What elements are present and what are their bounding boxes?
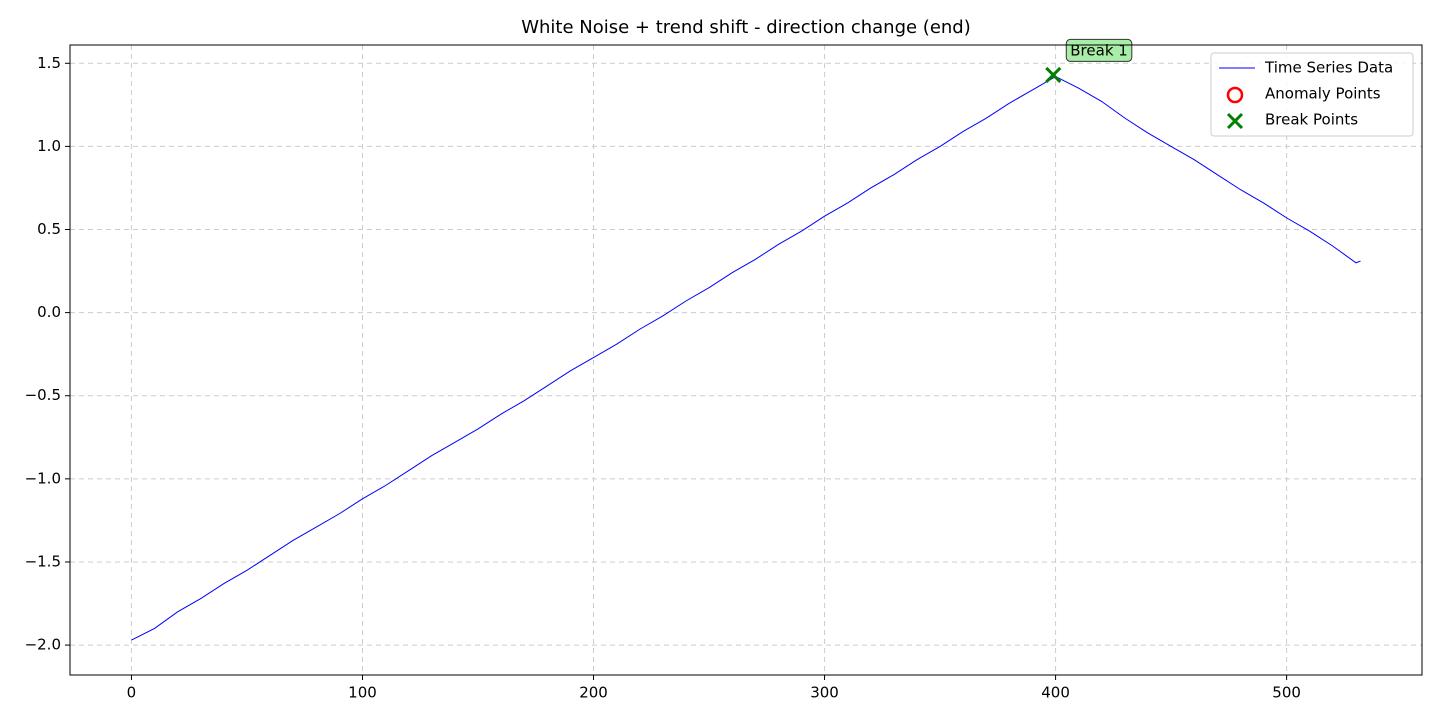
- y-tick-label: 0.0: [37, 303, 61, 321]
- break-point: [1045, 66, 1062, 83]
- legend-label: Anomaly Points: [1265, 85, 1381, 103]
- cross: [1226, 112, 1244, 130]
- x-tick-label: 0: [127, 684, 137, 702]
- y-tick-label: −2.0: [25, 636, 61, 654]
- y-tick-label: −0.5: [25, 386, 61, 404]
- x-tick-label: 300: [810, 684, 839, 702]
- legend-label: Time Series Data: [1264, 59, 1393, 77]
- legend-label: Break Points: [1265, 111, 1358, 129]
- x-tick-label: 100: [348, 684, 377, 702]
- y-tick-label: −1.0: [25, 469, 61, 487]
- y-tick-label: 1.0: [37, 137, 61, 155]
- y-tick-label: 1.5: [37, 54, 61, 72]
- y-tick-label: 0.5: [37, 220, 61, 238]
- legend-box: [1210, 52, 1414, 137]
- legend-marker: [1226, 86, 1244, 104]
- chart-title: White Noise + trend shift - direction ch…: [521, 17, 971, 38]
- cross: [1045, 66, 1062, 83]
- plot-frame: [69, 44, 1423, 676]
- x-tick-label: 200: [579, 684, 608, 702]
- y-tick-label: −1.5: [25, 552, 61, 570]
- break-label: Break 1: [1070, 41, 1128, 59]
- legend-marker: [1226, 112, 1244, 130]
- x-tick-label: 500: [1272, 684, 1301, 702]
- x-tick-label: 400: [1041, 684, 1070, 702]
- data-line: [131, 76, 1361, 641]
